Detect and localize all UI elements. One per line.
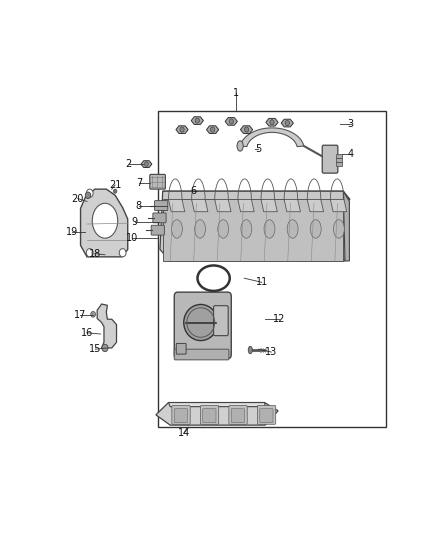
Text: 7: 7: [136, 178, 142, 188]
Ellipse shape: [333, 220, 344, 238]
FancyBboxPatch shape: [162, 199, 343, 261]
FancyBboxPatch shape: [260, 409, 273, 423]
FancyBboxPatch shape: [174, 292, 231, 359]
Circle shape: [285, 120, 290, 126]
Text: 14: 14: [178, 429, 190, 438]
Polygon shape: [240, 128, 304, 147]
Polygon shape: [176, 126, 188, 133]
Polygon shape: [169, 402, 265, 407]
Bar: [336, 158, 342, 161]
FancyBboxPatch shape: [155, 200, 168, 211]
Ellipse shape: [194, 220, 205, 238]
FancyBboxPatch shape: [153, 213, 166, 223]
Text: 1: 1: [233, 88, 240, 98]
Text: 8: 8: [136, 200, 142, 211]
Text: 21: 21: [109, 180, 121, 190]
Text: 10: 10: [126, 233, 138, 244]
Text: 5: 5: [255, 144, 261, 154]
Polygon shape: [141, 160, 152, 167]
Polygon shape: [81, 189, 128, 257]
Text: 20: 20: [72, 193, 84, 204]
Polygon shape: [169, 199, 185, 212]
Polygon shape: [206, 126, 219, 133]
Circle shape: [86, 248, 93, 257]
FancyBboxPatch shape: [174, 409, 187, 423]
FancyBboxPatch shape: [258, 406, 276, 424]
Text: 17: 17: [74, 310, 86, 320]
Polygon shape: [330, 199, 346, 212]
Ellipse shape: [248, 346, 252, 354]
Circle shape: [86, 189, 93, 197]
Polygon shape: [284, 199, 300, 212]
Circle shape: [119, 248, 126, 257]
FancyBboxPatch shape: [200, 406, 219, 424]
Text: 16: 16: [81, 328, 93, 338]
Ellipse shape: [184, 304, 218, 341]
Text: 18: 18: [88, 248, 101, 259]
Ellipse shape: [172, 220, 182, 238]
Circle shape: [102, 344, 108, 352]
Ellipse shape: [92, 203, 118, 238]
Text: 13: 13: [265, 347, 277, 357]
FancyBboxPatch shape: [231, 409, 244, 423]
FancyBboxPatch shape: [174, 349, 229, 360]
FancyBboxPatch shape: [150, 174, 166, 189]
Polygon shape: [261, 199, 277, 212]
Polygon shape: [215, 199, 231, 212]
Circle shape: [113, 189, 117, 193]
FancyBboxPatch shape: [203, 409, 216, 423]
FancyBboxPatch shape: [229, 406, 247, 424]
Text: 6: 6: [190, 186, 196, 196]
Circle shape: [91, 311, 95, 317]
Polygon shape: [266, 118, 278, 126]
Polygon shape: [238, 199, 254, 212]
Polygon shape: [156, 402, 278, 425]
Polygon shape: [343, 191, 350, 261]
Ellipse shape: [264, 220, 275, 238]
Polygon shape: [191, 117, 203, 124]
Polygon shape: [281, 119, 293, 127]
Text: 3: 3: [348, 119, 354, 130]
Polygon shape: [240, 126, 253, 133]
Circle shape: [85, 192, 91, 199]
Bar: [336, 163, 342, 166]
FancyBboxPatch shape: [172, 406, 190, 424]
Circle shape: [180, 127, 184, 132]
Circle shape: [270, 119, 274, 125]
Text: 9: 9: [131, 217, 138, 227]
Polygon shape: [160, 191, 350, 261]
Text: 15: 15: [89, 344, 102, 354]
FancyBboxPatch shape: [214, 306, 228, 336]
Polygon shape: [162, 191, 350, 199]
Ellipse shape: [237, 141, 243, 151]
Text: 11: 11: [256, 277, 268, 287]
FancyBboxPatch shape: [151, 225, 164, 235]
Circle shape: [195, 118, 199, 123]
Circle shape: [229, 119, 233, 124]
Bar: [158, 111, 386, 427]
FancyBboxPatch shape: [176, 343, 186, 354]
Bar: [336, 154, 342, 158]
Text: 19: 19: [66, 227, 78, 237]
Text: 2: 2: [126, 159, 132, 169]
Ellipse shape: [218, 220, 229, 238]
FancyBboxPatch shape: [322, 145, 338, 173]
Polygon shape: [97, 304, 117, 348]
Circle shape: [145, 162, 148, 166]
Ellipse shape: [287, 220, 298, 238]
Circle shape: [210, 127, 215, 132]
Polygon shape: [225, 118, 237, 125]
Text: 4: 4: [348, 149, 354, 159]
Polygon shape: [191, 199, 208, 212]
Circle shape: [244, 127, 249, 132]
Text: 12: 12: [272, 314, 285, 324]
Polygon shape: [307, 199, 324, 212]
Ellipse shape: [241, 220, 252, 238]
Ellipse shape: [310, 220, 321, 238]
